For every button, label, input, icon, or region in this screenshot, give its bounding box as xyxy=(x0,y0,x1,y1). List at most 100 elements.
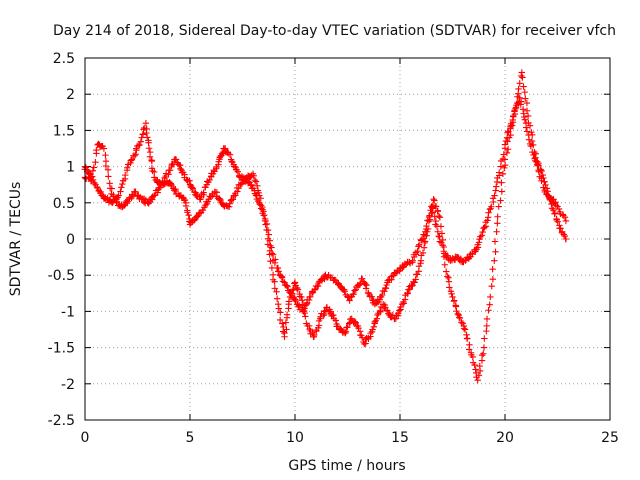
data-point xyxy=(221,145,229,152)
data-point xyxy=(443,268,450,275)
data-point xyxy=(448,290,455,298)
data-point xyxy=(352,319,359,326)
data-point xyxy=(557,225,564,232)
y-tick-label: -2.5 xyxy=(48,413,75,429)
data-point xyxy=(483,322,490,330)
y-tick-label: 1.5 xyxy=(53,123,75,139)
data-point xyxy=(434,208,441,215)
data-point xyxy=(479,228,486,236)
data-point xyxy=(294,286,302,293)
data-point xyxy=(192,189,199,196)
data-point xyxy=(489,195,497,202)
data-point xyxy=(481,224,488,231)
data-point xyxy=(359,275,366,283)
data-point xyxy=(299,301,307,308)
data-point xyxy=(92,159,99,166)
data-point xyxy=(341,288,348,295)
data-point xyxy=(469,353,476,361)
data-point xyxy=(487,293,494,301)
data-point xyxy=(485,307,492,314)
data-point xyxy=(132,151,139,158)
data-point xyxy=(491,192,498,199)
data-point xyxy=(298,297,306,304)
data-point xyxy=(350,290,357,298)
data-point xyxy=(420,244,428,251)
data-point xyxy=(509,113,517,120)
data-point xyxy=(498,179,505,186)
data-point xyxy=(264,235,272,242)
y-tick-label: 2.5 xyxy=(53,51,75,67)
data-point xyxy=(436,214,444,221)
data-points xyxy=(81,69,570,384)
data-point xyxy=(414,248,421,255)
data-point xyxy=(404,290,411,297)
data-point xyxy=(489,265,496,273)
data-point xyxy=(145,145,153,152)
data-point xyxy=(464,335,471,342)
data-point xyxy=(544,188,551,195)
data-point xyxy=(250,172,257,179)
data-point xyxy=(432,203,440,210)
data-point xyxy=(382,285,390,292)
data-point xyxy=(298,293,305,301)
data-point xyxy=(485,209,492,216)
data-point xyxy=(105,173,112,180)
data-point xyxy=(484,217,491,224)
data-point xyxy=(491,238,499,245)
y-tick-label: -2 xyxy=(61,377,75,393)
data-point xyxy=(456,314,464,322)
data-point xyxy=(511,108,518,115)
data-point xyxy=(537,167,544,174)
data-point xyxy=(117,188,124,195)
data-point xyxy=(423,222,430,230)
data-point xyxy=(515,85,522,93)
data-point xyxy=(284,283,291,290)
data-point xyxy=(370,323,377,331)
data-point xyxy=(501,156,509,163)
data-point xyxy=(535,162,542,169)
data-point xyxy=(266,251,273,258)
data-point xyxy=(311,331,318,339)
data-point xyxy=(183,176,190,183)
data-point xyxy=(344,323,351,331)
data-point xyxy=(440,243,447,251)
data-point xyxy=(446,284,453,291)
data-point xyxy=(545,192,552,199)
data-point xyxy=(271,278,278,285)
data-point xyxy=(494,220,501,227)
data-point xyxy=(85,173,92,181)
data-point xyxy=(291,279,299,286)
data-point xyxy=(441,261,448,268)
data-point xyxy=(200,189,207,196)
data-point xyxy=(528,137,536,145)
data-point xyxy=(225,203,233,211)
data-point xyxy=(523,128,531,135)
data-point xyxy=(199,206,207,214)
data-point xyxy=(283,311,291,318)
data-point xyxy=(104,166,112,173)
data-point xyxy=(531,148,538,156)
data-point xyxy=(330,311,337,319)
data-point xyxy=(421,238,429,245)
data-point xyxy=(172,156,180,163)
data-point xyxy=(206,176,213,184)
data-point xyxy=(492,248,499,255)
data-point xyxy=(428,209,435,217)
data-point xyxy=(501,164,508,172)
data-point xyxy=(279,320,286,327)
data-point xyxy=(483,315,491,323)
data-point xyxy=(281,329,288,337)
y-tick-label: -1.5 xyxy=(48,341,75,357)
data-point xyxy=(277,309,284,316)
data-point xyxy=(267,257,274,265)
data-point xyxy=(488,283,495,290)
data-point xyxy=(295,303,302,310)
data-point xyxy=(411,279,418,286)
data-point xyxy=(229,196,237,203)
data-point xyxy=(534,158,541,165)
data-point xyxy=(119,180,126,188)
data-point xyxy=(561,232,568,240)
data-point xyxy=(226,200,233,207)
data-point xyxy=(503,149,511,157)
data-point xyxy=(509,118,517,126)
